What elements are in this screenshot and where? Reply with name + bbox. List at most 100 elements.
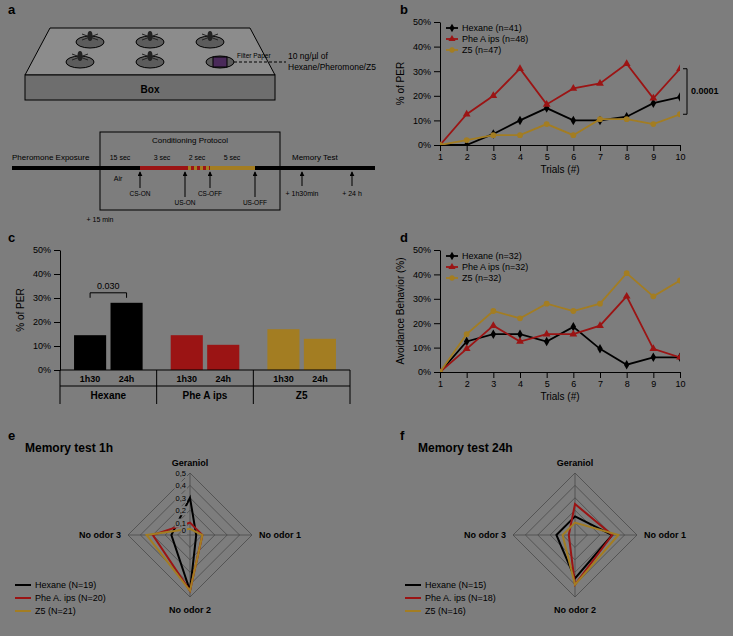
plot-area [74, 303, 336, 370]
tick: 0,4 [175, 481, 187, 490]
tick: 50% [413, 245, 440, 255]
series-line [440, 114, 680, 145]
tick: 0% [418, 140, 440, 150]
category-label: 1h30 [80, 374, 101, 384]
point [517, 132, 523, 138]
axis-category: No odor 3 [464, 530, 506, 540]
tick-label: 20% [413, 91, 431, 101]
y-axis: 0%10%20%30%40%50% [33, 245, 61, 375]
tick-mark [600, 145, 601, 151]
tick-mark [434, 71, 440, 72]
x-axis-title: Trials (#) [540, 164, 579, 175]
tick: 5 [545, 372, 550, 389]
tick: 3 [491, 372, 496, 389]
group-label: Z5 [296, 390, 308, 401]
table-line [60, 386, 350, 387]
tick-mark [680, 372, 681, 378]
arrow [302, 172, 303, 186]
tick-label: 0% [418, 140, 431, 150]
axis-line [441, 372, 681, 373]
tick-label: 10% [413, 116, 431, 126]
tick: 5 [545, 145, 550, 162]
tick-label: 0,3 [176, 494, 186, 503]
point [517, 315, 523, 321]
plot-area [440, 59, 680, 145]
panel-letter: b [400, 2, 408, 17]
point [490, 308, 496, 314]
tick-mark [573, 145, 574, 151]
tick-mark [627, 372, 628, 378]
box-label: Box [141, 84, 160, 95]
bar [74, 335, 106, 370]
legend-marker [448, 35, 455, 41]
timeline [210, 166, 255, 170]
y-axis: 0%10%20%30%40%50% [413, 17, 441, 150]
tick: 40% [413, 270, 440, 280]
tick-mark [54, 322, 60, 323]
legend-swatch [15, 584, 31, 586]
axis-category: No odor 2 [169, 605, 211, 615]
label-patch [175, 469, 187, 478]
point [463, 110, 471, 117]
tick: 10% [413, 116, 440, 126]
y-axis-title: Avoidance Behavior (%) [395, 257, 406, 364]
tick: 8 [625, 372, 630, 389]
tick-label: 30% [33, 293, 51, 303]
axis-category: No odor 3 [79, 530, 121, 540]
point [517, 116, 522, 125]
tick: 40% [413, 42, 440, 52]
point [677, 111, 680, 117]
tick-label: 2 [465, 379, 470, 389]
series-line [440, 97, 680, 145]
tick-mark [434, 299, 440, 300]
tick-label: 0,5 [176, 469, 186, 478]
point [597, 301, 603, 307]
legend: Hexane (N=15)Phe A. ips (N=18)Z5 (N=16) [405, 580, 496, 616]
tick-mark [434, 250, 440, 251]
legend-swatch [15, 610, 31, 612]
test-time: + 24 h [342, 190, 362, 197]
tick-mark [434, 96, 440, 97]
point [677, 278, 680, 284]
group-label: Phe A ips [183, 390, 228, 401]
tick-label: 1 [438, 379, 443, 389]
tick-mark [54, 274, 60, 275]
tick: 10% [33, 341, 60, 351]
point [491, 329, 496, 338]
tick-mark [493, 145, 494, 151]
panel-a: aBoxFilter Paper10 ng/µl ofHexane/Pherom… [8, 2, 376, 223]
tick: 6 [571, 145, 576, 162]
tick-mark [434, 120, 440, 121]
box-front [25, 75, 275, 100]
tick: 0,2 [175, 506, 187, 515]
legend: Hexane (n=32)Phe A ips (n=32)Z5 (n=32) [446, 251, 528, 283]
y-axis-title: % of PER [395, 62, 406, 105]
duration: 2 sec [189, 154, 206, 161]
event-label: US-OFF [243, 199, 267, 206]
tick-mark [467, 145, 468, 151]
bracket [683, 69, 687, 115]
protocol-title: Conditioning Protocol [152, 136, 228, 145]
point [596, 79, 604, 86]
x-axis: 12345678910 [438, 145, 686, 162]
category-label: 1h30 [273, 374, 294, 384]
point [516, 64, 524, 71]
arrow [210, 172, 211, 188]
label-patch [175, 519, 187, 528]
axis-category: No odor 1 [259, 530, 301, 540]
tick: 20% [413, 319, 440, 329]
tick-mark [440, 372, 441, 378]
panel-letter: d [400, 230, 408, 245]
point [464, 137, 470, 143]
table-line [350, 370, 351, 404]
tick-label: 0% [38, 365, 51, 375]
point [570, 132, 576, 138]
tick: 30% [413, 67, 440, 77]
tick: 7 [598, 145, 603, 162]
tick-mark [493, 372, 494, 378]
tick-mark [434, 323, 440, 324]
memory-test-label: Memory Test [292, 153, 338, 162]
tick-label: 40% [413, 42, 431, 52]
plot-area [556, 504, 618, 585]
tick-label: 10% [33, 341, 51, 351]
